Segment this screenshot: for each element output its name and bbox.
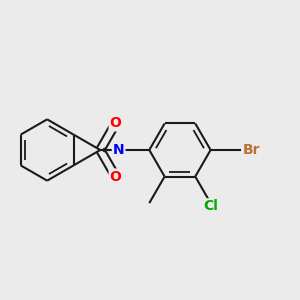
- Text: N: N: [113, 143, 124, 157]
- Text: O: O: [110, 116, 122, 130]
- Text: Cl: Cl: [203, 199, 218, 213]
- Text: Br: Br: [243, 143, 260, 157]
- Text: O: O: [110, 169, 122, 184]
